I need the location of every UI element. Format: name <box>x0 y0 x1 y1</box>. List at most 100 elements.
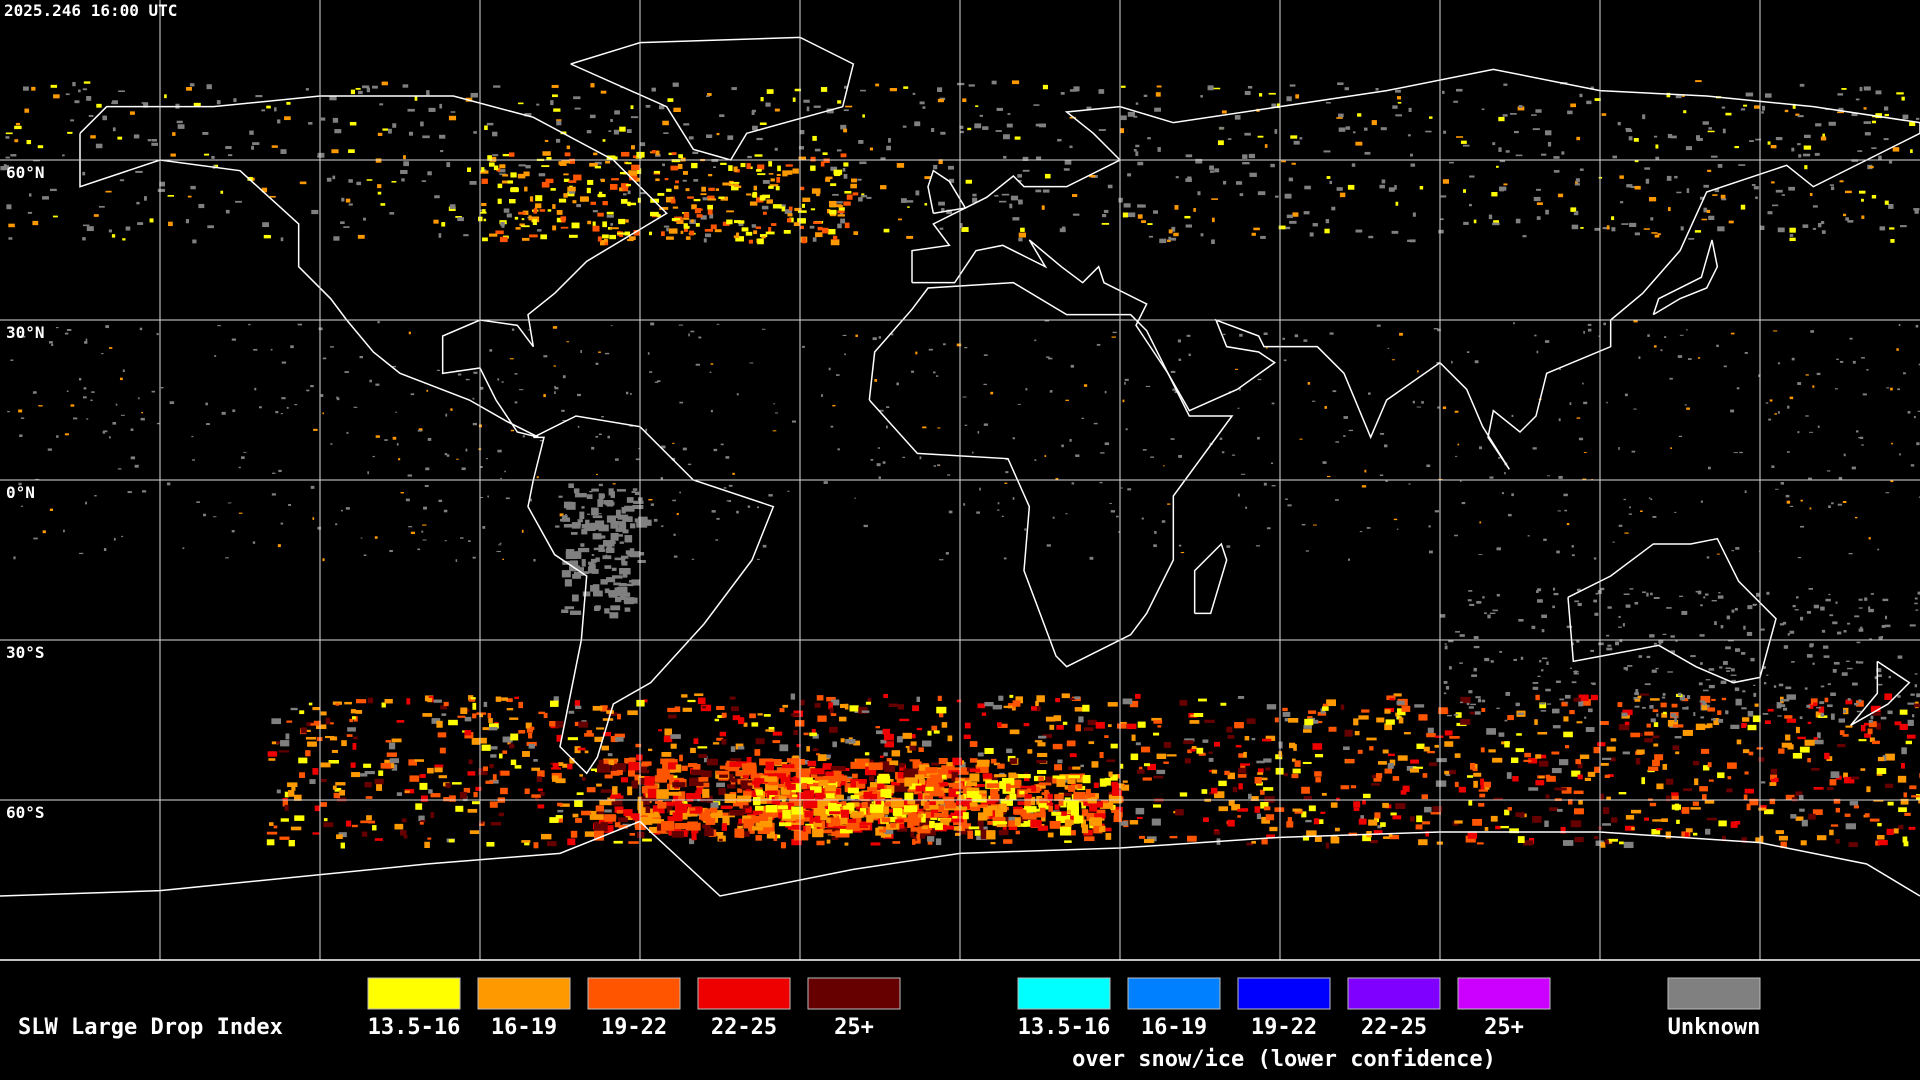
cloud-pixel <box>251 177 255 181</box>
cloud-pixel <box>1594 836 1599 840</box>
cloud-pixel <box>782 704 789 708</box>
cloud-pixel <box>1583 401 1588 405</box>
cloud-pixel <box>122 369 125 372</box>
cloud-pixel <box>1899 225 1907 228</box>
cloud-pixel <box>571 594 579 602</box>
cloud-pixel <box>457 373 462 376</box>
cloud-pixel <box>1513 658 1518 661</box>
cloud-pixel <box>437 732 447 738</box>
cloud-pixel <box>118 90 125 93</box>
cloud-pixel <box>756 558 760 560</box>
cloud-pixel <box>417 430 422 432</box>
cloud-pixel <box>1142 777 1152 781</box>
cloud-pixel <box>1625 604 1631 608</box>
cloud-pixel <box>1744 490 1747 494</box>
cloud-pixel <box>1454 410 1459 413</box>
cloud-pixel <box>801 782 808 790</box>
cloud-pixel <box>879 755 884 758</box>
cloud-pixel <box>446 454 450 457</box>
cloud-pixel <box>611 567 617 571</box>
cloud-pixel <box>1887 801 1894 806</box>
cloud-pixel <box>1438 229 1444 234</box>
cloud-pixel <box>1305 819 1312 823</box>
cloud-pixel <box>543 712 548 719</box>
cloud-pixel <box>509 358 514 360</box>
cloud-pixel <box>375 158 382 163</box>
cloud-pixel <box>1566 523 1570 526</box>
cloud-pixel <box>1760 781 1766 784</box>
cloud-pixel <box>1903 792 1908 798</box>
cloud-pixel <box>1135 102 1139 105</box>
cloud-pixel <box>1227 138 1232 140</box>
cloud-pixel <box>1474 711 1481 715</box>
cloud-pixel <box>266 831 278 835</box>
cloud-pixel <box>32 220 39 226</box>
cloud-pixel <box>1240 763 1251 766</box>
cloud-pixel <box>1692 760 1700 766</box>
cloud-pixel <box>1821 230 1826 234</box>
cloud-pixel <box>765 231 775 235</box>
cloud-pixel <box>619 541 624 544</box>
cloud-pixel <box>1518 105 1523 109</box>
cloud-pixel <box>968 84 975 87</box>
cloud-pixel <box>167 195 175 197</box>
cloud-pixel <box>851 799 861 804</box>
cloud-pixel <box>23 86 29 91</box>
cloud-pixel <box>730 706 739 712</box>
cloud-pixel <box>227 502 232 504</box>
cloud-pixel <box>620 595 626 600</box>
cloud-pixel <box>682 179 687 182</box>
cloud-pixel <box>1184 738 1195 742</box>
cloud-pixel <box>1161 520 1166 523</box>
cloud-pixel <box>977 703 986 709</box>
cloud-pixel <box>1753 692 1757 697</box>
cloud-pixel <box>1025 388 1028 391</box>
cloud-pixel <box>1742 690 1746 693</box>
cloud-pixel <box>1286 821 1294 828</box>
cloud-pixel <box>641 762 649 767</box>
cloud-pixel <box>1917 591 1920 595</box>
cloud-pixel <box>502 153 510 157</box>
cloud-pixel <box>803 790 815 800</box>
cloud-pixel <box>1044 455 1047 457</box>
cloud-pixel <box>1307 382 1311 385</box>
cloud-pixel <box>1688 238 1695 240</box>
cloud-pixel <box>1690 807 1701 810</box>
cloud-pixel <box>1858 699 1862 703</box>
cloud-pixel <box>508 152 515 157</box>
cloud-pixel <box>1812 662 1815 665</box>
cloud-pixel <box>448 115 457 121</box>
cloud-pixel <box>791 816 804 820</box>
cloud-pixel <box>1619 201 1624 204</box>
cloud-pixel <box>759 234 768 238</box>
cloud-pixel <box>616 489 626 492</box>
cloud-pixel <box>1845 823 1857 830</box>
cloud-pixel <box>1618 791 1627 795</box>
cloud-pixel <box>1482 596 1485 599</box>
cloud-pixel <box>1915 324 1919 328</box>
cloud-pixel <box>1635 689 1639 693</box>
cloud-pixel <box>806 106 810 112</box>
cloud-pixel <box>1651 759 1660 767</box>
cloud-pixel <box>1278 741 1283 749</box>
cloud-pixel <box>1239 333 1243 337</box>
cloud-pixel <box>906 200 914 203</box>
cloud-pixel <box>687 763 698 768</box>
cloud-pixel <box>1169 835 1178 839</box>
cloud-pixel <box>1256 760 1265 764</box>
cloud-pixel <box>332 701 342 705</box>
cloud-pixel <box>1720 680 1727 685</box>
cloud-pixel <box>990 758 997 764</box>
cloud-pixel <box>364 771 375 775</box>
cloud-pixel <box>1009 729 1020 735</box>
cloud-pixel <box>24 108 30 113</box>
cloud-pixel <box>1498 186 1507 191</box>
cloud-pixel <box>698 336 702 339</box>
cloud-pixel <box>997 723 1008 728</box>
cloud-pixel <box>1024 528 1027 531</box>
cloud-pixel <box>1860 724 1866 732</box>
cloud-pixel <box>921 813 926 823</box>
cloud-pixel <box>1159 238 1167 244</box>
cloud-pixel <box>348 179 353 183</box>
cloud-pixel <box>972 193 977 197</box>
